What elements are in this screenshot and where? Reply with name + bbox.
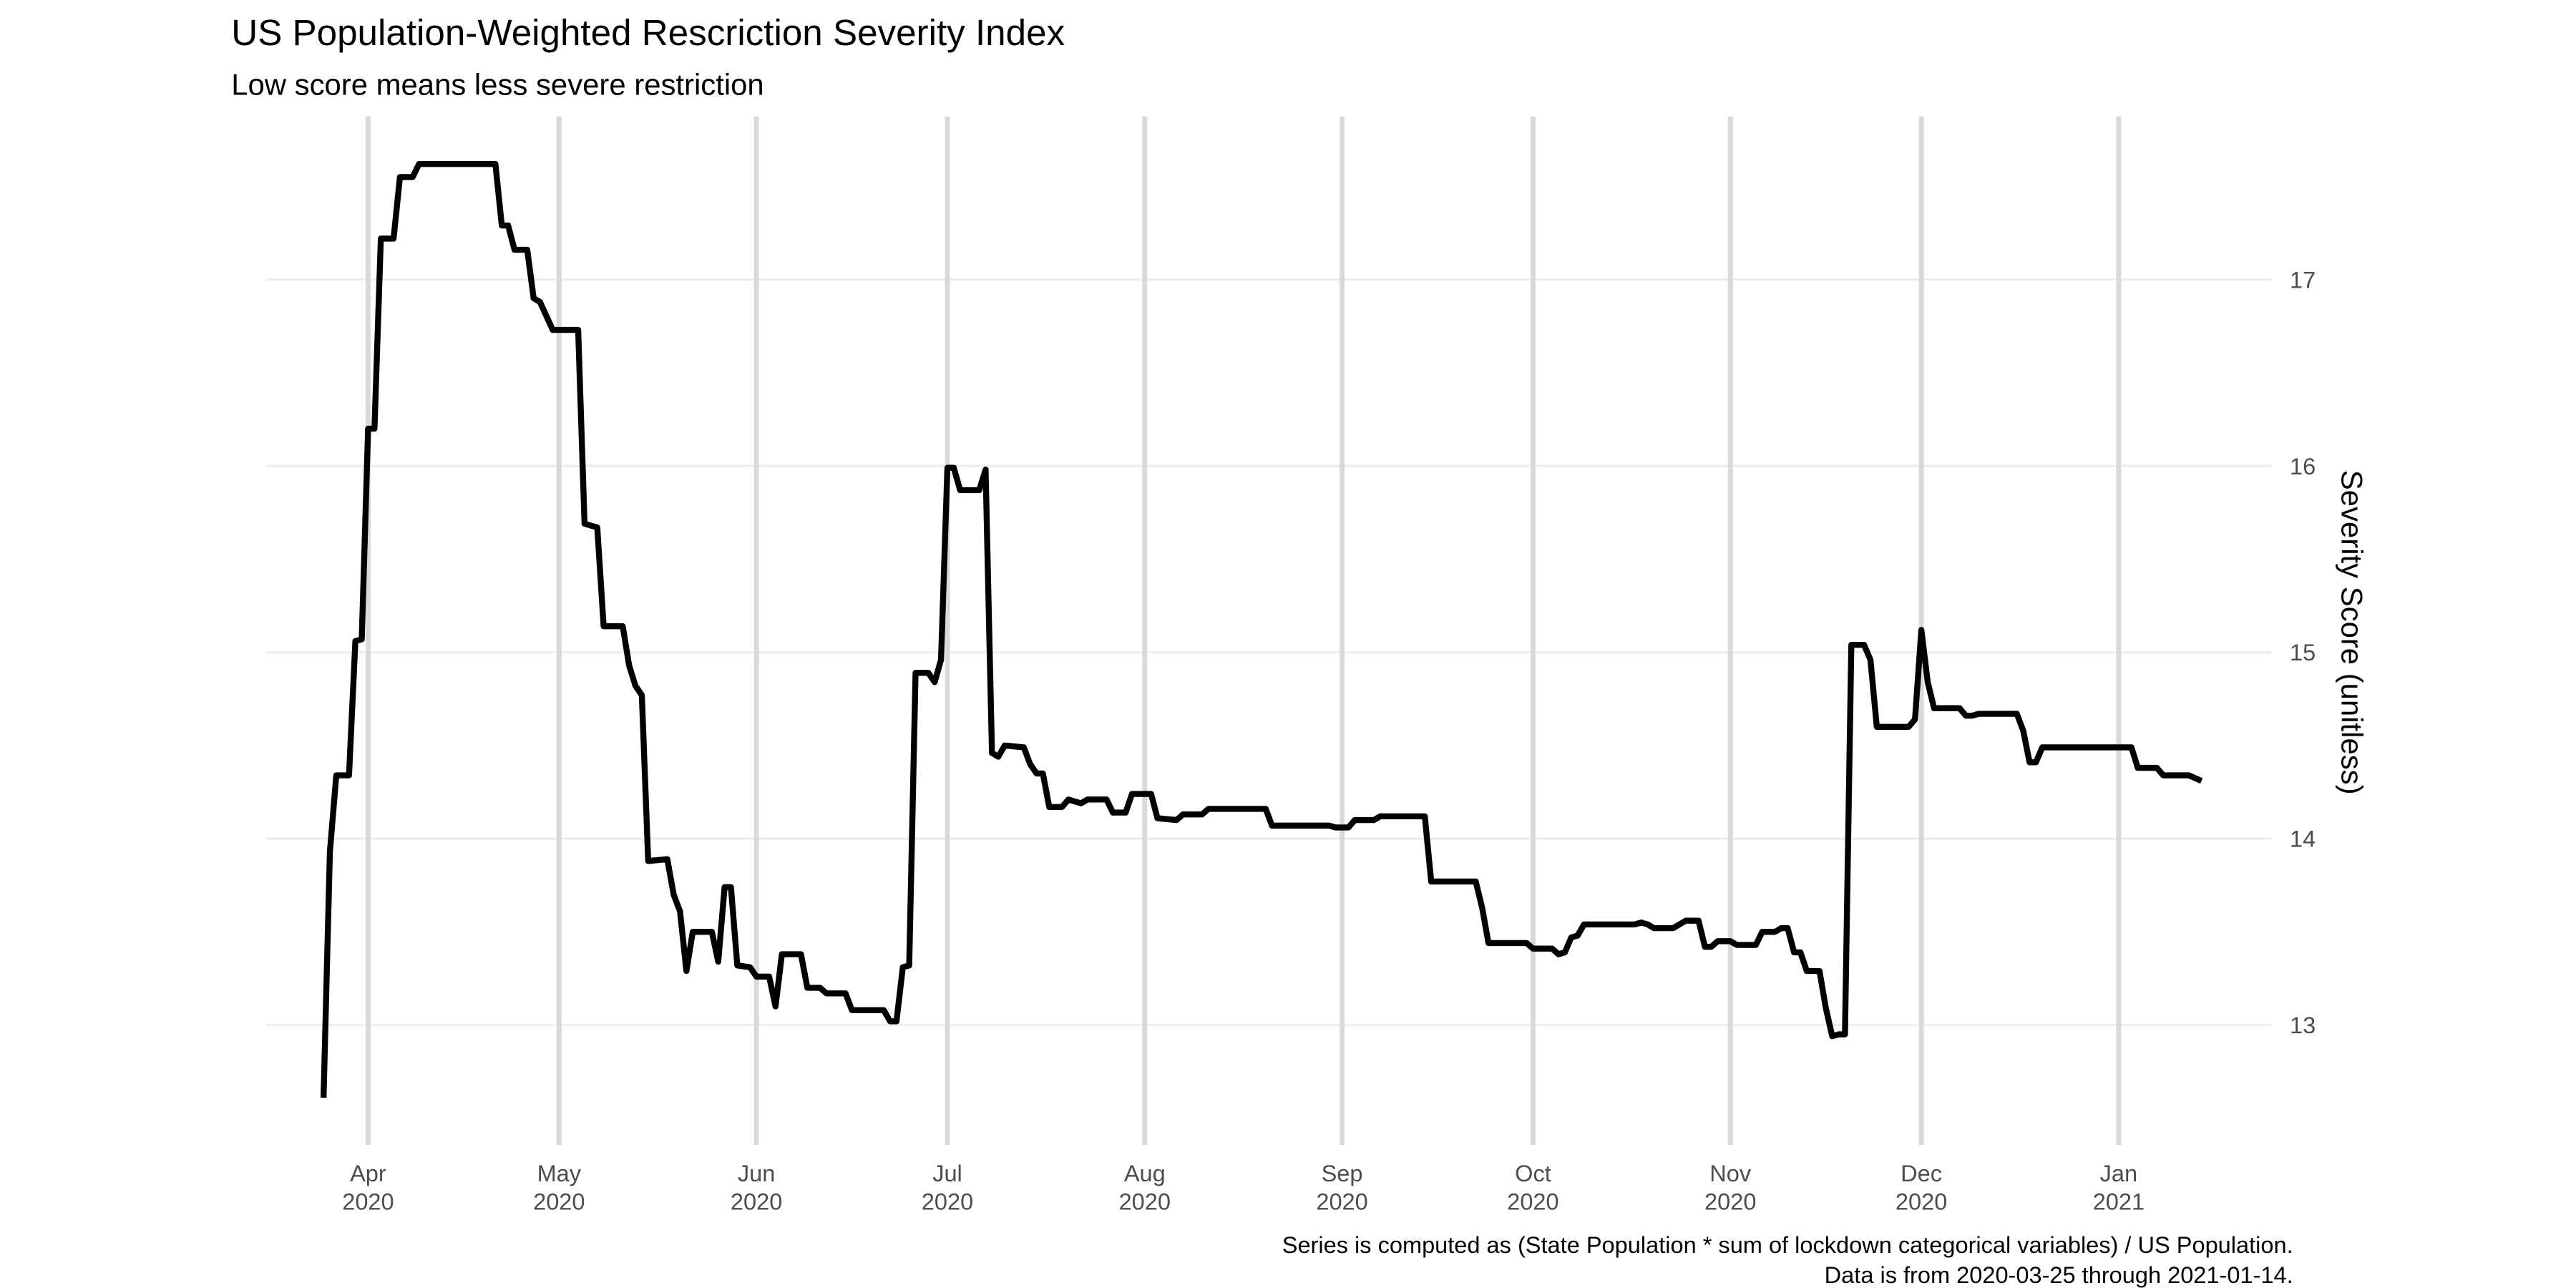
caption: Series is computed as (State Population … — [1282, 1232, 2293, 1258]
data-line — [320, 161, 2203, 1098]
x-tick-label: Jun 2020 — [731, 1161, 782, 1215]
y-tick-label: 16 — [2290, 454, 2316, 479]
x-tick-label: Dec 2020 — [1896, 1161, 1947, 1215]
y-tick-label: 13 — [2290, 1013, 2316, 1038]
y-tick-label: 17 — [2290, 267, 2316, 293]
chart-title: US Population-Weighted Rescriction Sever… — [231, 12, 1065, 53]
chart-subtitle: Low score means less severe restriction — [231, 68, 763, 102]
y-axis-title: Severity Score (unitless) — [2336, 470, 2369, 795]
plot — [320, 161, 2203, 1098]
x-tick-label: May 2020 — [533, 1161, 585, 1215]
x-tick-label: Apr 2020 — [342, 1161, 394, 1215]
grid — [266, 116, 2272, 1145]
x-tick-label: Nov 2020 — [1704, 1161, 1756, 1215]
x-tick-label: Sep 2020 — [1316, 1161, 1367, 1215]
x-tick-label: Aug 2020 — [1119, 1161, 1171, 1215]
x-tick-label: Jul 2020 — [922, 1161, 973, 1215]
y-tick-label: 15 — [2290, 640, 2316, 665]
x-tick-label: Jan 2021 — [2093, 1161, 2145, 1215]
y-tick-label: 14 — [2290, 826, 2316, 852]
caption: Data is from 2020-03-25 through 2021-01-… — [1825, 1262, 2293, 1288]
x-tick-label: Oct 2020 — [1507, 1161, 1558, 1215]
